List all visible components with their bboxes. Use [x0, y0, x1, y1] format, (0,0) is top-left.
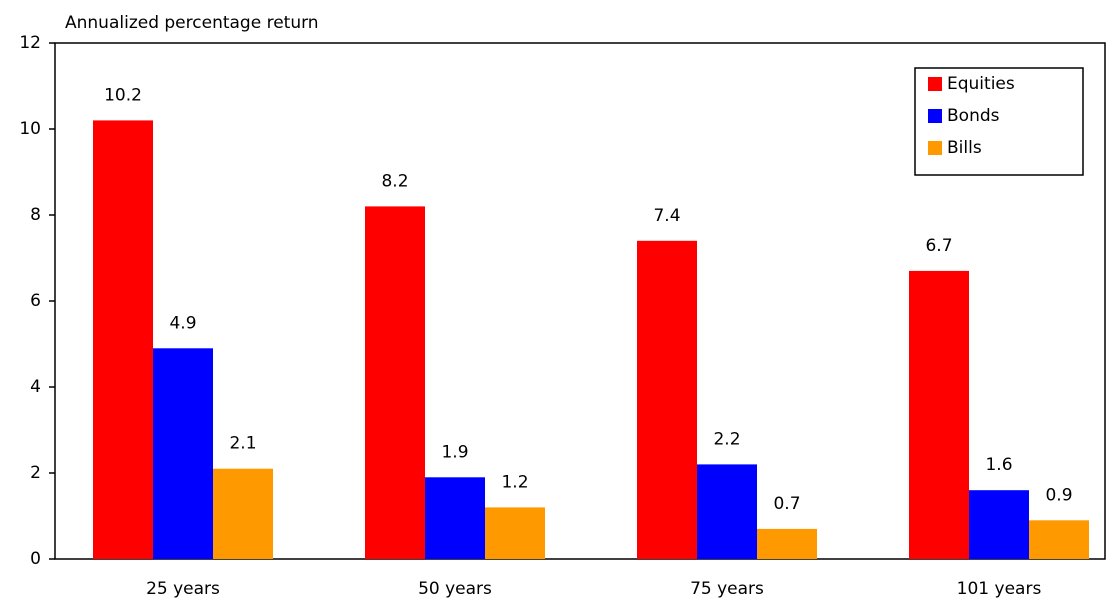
legend-box	[914, 67, 1084, 176]
legend-swatch	[928, 109, 942, 123]
y-tick-label: 12	[19, 33, 41, 53]
value-label: 0.7	[773, 494, 800, 514]
y-tick-label: 2	[30, 463, 41, 483]
y-tick-label: 4	[30, 377, 41, 397]
bar	[425, 477, 485, 559]
y-tick-label: 8	[30, 205, 41, 225]
legend-swatch	[928, 77, 942, 91]
bar	[909, 270, 969, 559]
value-label: 6.7	[925, 236, 952, 256]
legend-label: Equities	[947, 74, 1015, 94]
y-tick-label: 0	[30, 549, 41, 569]
x-tick-label: 75 years	[690, 579, 764, 599]
value-label: 2.2	[713, 429, 740, 449]
x-tick-label: 101 years	[957, 579, 1042, 599]
legend-swatch	[928, 141, 942, 155]
bar	[153, 348, 213, 559]
x-tick-label: 50 years	[418, 579, 492, 599]
chart-title: Annualized percentage return	[65, 13, 319, 33]
bar	[485, 507, 545, 559]
bar	[637, 240, 697, 560]
bar	[365, 206, 425, 559]
value-label: 10.2	[104, 85, 142, 105]
bar	[213, 468, 273, 559]
y-tick-label: 10	[19, 119, 41, 139]
bar	[969, 490, 1029, 559]
bar	[757, 528, 817, 559]
value-label: 1.9	[441, 442, 468, 462]
legend-label: Bonds	[947, 106, 1000, 126]
x-tick-label: 25 years	[146, 579, 220, 599]
bar	[1029, 520, 1089, 559]
value-label: 2.1	[229, 434, 256, 454]
legend-label: Bills	[947, 138, 982, 158]
value-label: 8.2	[381, 171, 408, 191]
value-label: 0.9	[1045, 485, 1072, 505]
y-tick-label: 6	[30, 291, 41, 311]
bar	[93, 120, 153, 560]
value-label: 1.6	[985, 455, 1012, 475]
value-label: 4.9	[169, 313, 196, 333]
value-label: 1.2	[501, 472, 528, 492]
bar	[697, 464, 757, 559]
value-label: 7.4	[653, 206, 680, 226]
